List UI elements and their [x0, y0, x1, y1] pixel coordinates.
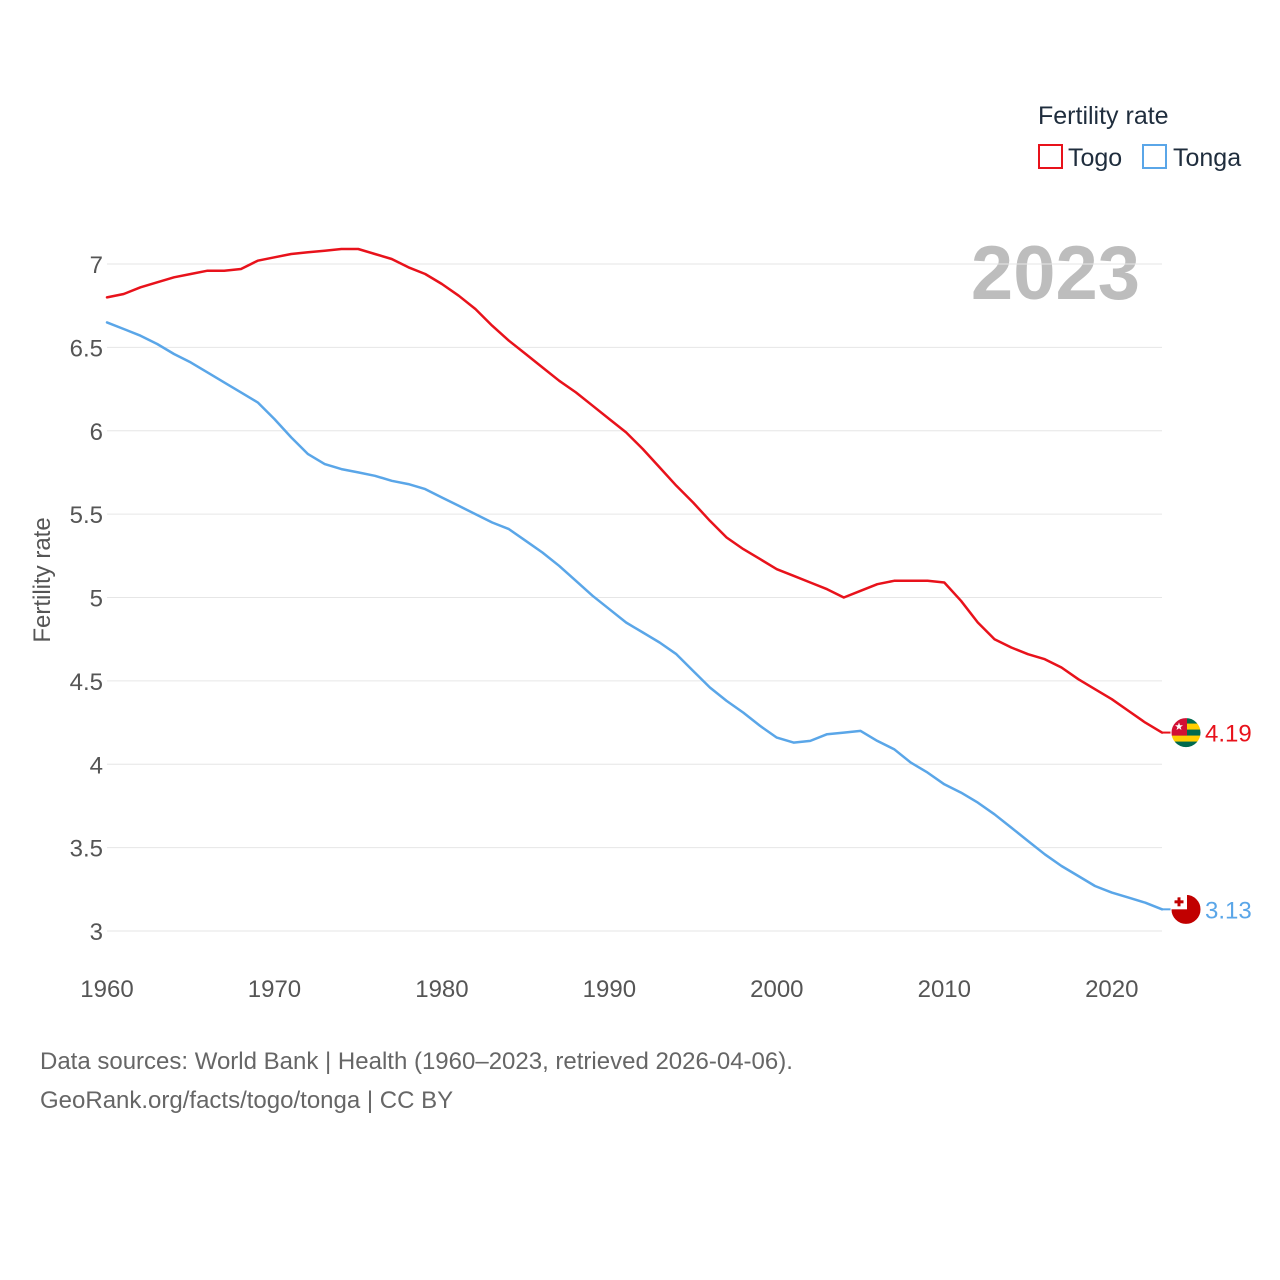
y-tick-label: 5: [90, 586, 103, 613]
togo-flag-icon: [1171, 717, 1201, 748]
legend-swatch-tonga: [1142, 144, 1167, 169]
legend-swatch-togo: [1038, 144, 1063, 169]
x-tick-label: 2020: [1085, 976, 1138, 1003]
attribution-link[interactable]: GeoRank.org/facts/togo/tonga | CC BY: [40, 1087, 453, 1114]
tonga-flag-icon: [1171, 894, 1201, 925]
data-source-text: Data sources: World Bank | Health (1960–…: [40, 1048, 793, 1075]
x-tick-label: 2000: [750, 976, 803, 1003]
legend-label-togo: Togo: [1068, 144, 1122, 172]
y-tick-label: 4.5: [70, 669, 103, 696]
y-tick-label: 7: [90, 252, 103, 279]
y-tick-label: 6: [90, 419, 103, 446]
x-tick-label: 1960: [80, 976, 133, 1003]
legend-label-tonga: Tonga: [1173, 144, 1241, 172]
y-tick-label: 3: [90, 919, 103, 946]
series-line-tonga[interactable]: [105, 321, 1164, 911]
end-marker-tonga: 3.13: [1162, 893, 1252, 925]
legend: Fertility rate Togo Tonga: [1038, 102, 1241, 172]
x-axis-tick-labels: 1960 1970 1980 1990 2000 2010 2020: [80, 976, 1138, 1003]
y-tick-label: 4: [90, 752, 103, 779]
y-tick-label: 3.5: [70, 836, 103, 863]
gridlines: [107, 263, 1162, 932]
x-tick-label: 1990: [583, 976, 636, 1003]
x-tick-label: 1970: [248, 976, 301, 1003]
legend-title: Fertility rate: [1038, 102, 1169, 130]
y-axis-tick-labels: 3 3.5 4 4.5 5 5.5 6 6.5 7: [70, 252, 103, 946]
year-watermark: 2023: [971, 231, 1140, 316]
end-value-label-tonga: 3.13: [1205, 897, 1252, 924]
end-marker-togo: 4.19: [1162, 717, 1252, 749]
legend-item-tonga[interactable]: Tonga: [1142, 144, 1241, 172]
y-tick-label: 6.5: [70, 335, 103, 362]
series-line-togo[interactable]: [105, 247, 1164, 734]
x-tick-label: 1980: [415, 976, 468, 1003]
x-tick-label: 2010: [918, 976, 971, 1003]
y-axis-title: Fertility rate: [29, 517, 56, 642]
legend-item-togo[interactable]: Togo: [1038, 144, 1122, 172]
series-end-markers: 4.19 3.13: [1162, 717, 1252, 925]
end-value-label-togo: 4.19: [1205, 721, 1252, 748]
series-lines: [105, 247, 1164, 911]
y-tick-label: 5.5: [70, 502, 103, 529]
